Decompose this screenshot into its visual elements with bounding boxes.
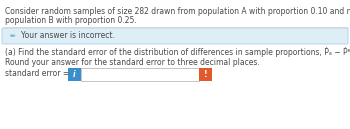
Text: standard error =: standard error = bbox=[5, 70, 69, 79]
Text: Your answer is incorrect.: Your answer is incorrect. bbox=[21, 31, 115, 41]
FancyBboxPatch shape bbox=[2, 28, 348, 44]
FancyBboxPatch shape bbox=[81, 68, 199, 81]
FancyBboxPatch shape bbox=[68, 68, 81, 81]
Text: population B with proportion 0.25.: population B with proportion 0.25. bbox=[5, 16, 137, 25]
Text: i: i bbox=[73, 70, 76, 79]
Text: !: ! bbox=[204, 70, 207, 79]
Text: Round your answer for the standard error to three decimal places.: Round your answer for the standard error… bbox=[5, 58, 260, 67]
Text: ✏: ✏ bbox=[10, 33, 16, 39]
FancyBboxPatch shape bbox=[199, 68, 212, 81]
Text: (a) Find the standard error of the distribution of differences in sample proport: (a) Find the standard error of the distr… bbox=[5, 47, 350, 57]
Text: Consider random samples of size 282 drawn from population A with proportion 0.10: Consider random samples of size 282 draw… bbox=[5, 7, 350, 16]
